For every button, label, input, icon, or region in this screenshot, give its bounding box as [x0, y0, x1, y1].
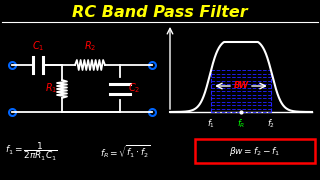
Text: $C_1$: $C_1$ — [32, 39, 44, 53]
Text: $R_2$: $R_2$ — [84, 39, 96, 53]
Text: $\beta w = f_2 - f_1$: $\beta w = f_2 - f_1$ — [229, 145, 281, 158]
FancyBboxPatch shape — [195, 139, 315, 163]
Text: $f_R$: $f_R$ — [237, 117, 245, 129]
Text: $f_1$: $f_1$ — [207, 117, 215, 129]
Text: $f_R = \sqrt{f_1 \cdot f_2}$: $f_R = \sqrt{f_1 \cdot f_2}$ — [100, 144, 151, 160]
Text: BW: BW — [233, 80, 249, 89]
Text: $f_1 = \dfrac{1}{2\pi R_1 C_1}$: $f_1 = \dfrac{1}{2\pi R_1 C_1}$ — [5, 141, 58, 163]
Text: $R_1$: $R_1$ — [45, 82, 57, 95]
Text: $C_2$: $C_2$ — [128, 82, 140, 95]
Text: RC Band Pass Filter: RC Band Pass Filter — [72, 4, 248, 19]
Text: $f_2$: $f_2$ — [267, 117, 275, 129]
